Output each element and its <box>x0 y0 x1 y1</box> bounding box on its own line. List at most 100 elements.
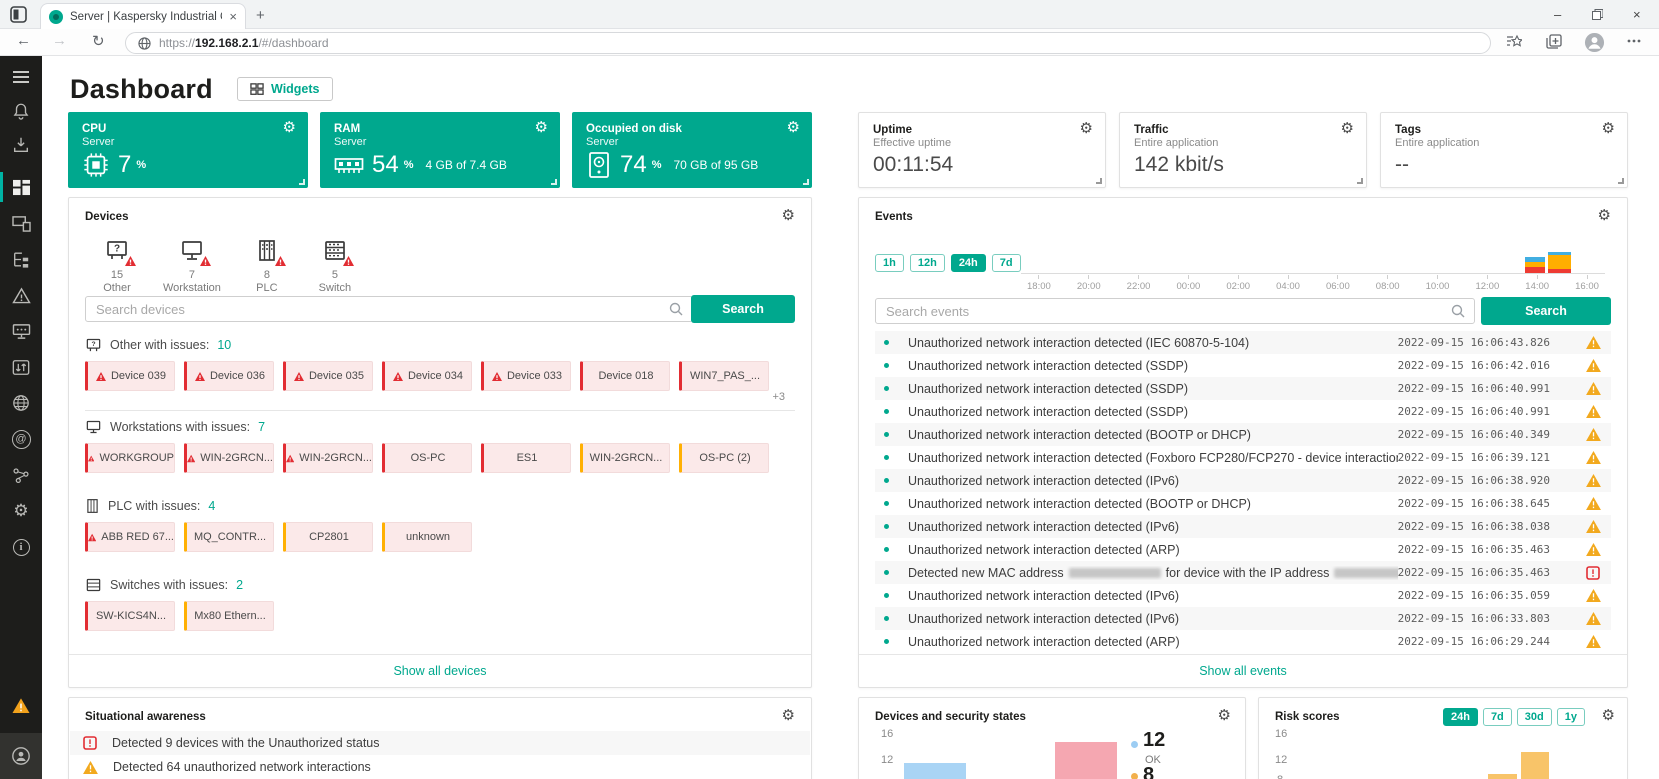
event-row[interactable]: Unauthorized network interaction detecte… <box>875 584 1611 607</box>
device-chip[interactable]: SW-KICS4N... <box>85 601 175 631</box>
gear-icon[interactable] <box>1080 121 1093 136</box>
resize-handle[interactable] <box>299 179 305 185</box>
notifications-bell-icon[interactable] <box>0 96 42 126</box>
filter-1h-button[interactable]: 1h <box>875 254 904 272</box>
resize-handle[interactable] <box>551 179 557 185</box>
device-chip[interactable]: ES1 <box>481 443 571 473</box>
event-row[interactable]: Unauthorized network interaction detecte… <box>875 377 1611 400</box>
situational-row[interactable]: Detected 64 unauthorized network interac… <box>70 755 810 779</box>
gear-icon[interactable] <box>283 120 296 135</box>
device-chip[interactable]: MQ_CONTR... <box>184 522 274 552</box>
favorites-icon[interactable] <box>1506 34 1524 53</box>
device-chip[interactable]: Device 036 <box>184 361 274 391</box>
widgets-button[interactable]: Widgets <box>237 77 333 101</box>
window-minimize-button[interactable]: – <box>1554 7 1562 22</box>
filter-24h-button[interactable]: 24h <box>1442 708 1478 726</box>
resize-handle[interactable] <box>803 179 809 185</box>
browser-menu-icon[interactable] <box>1626 34 1642 52</box>
sidebar-item-web-globe-icon[interactable] <box>0 388 42 418</box>
event-row[interactable]: Unauthorized network interaction detecte… <box>875 630 1611 653</box>
show-all-events-link[interactable]: Show all events <box>1199 664 1287 678</box>
filter-7d-button[interactable]: 7d <box>1482 708 1512 726</box>
device-chip[interactable]: Device 034 <box>382 361 472 391</box>
event-row[interactable]: Unauthorized network interaction detecte… <box>875 354 1611 377</box>
resize-handle[interactable] <box>1357 178 1363 184</box>
gear-icon[interactable] <box>1602 121 1615 136</box>
show-all-devices-link[interactable]: Show all devices <box>393 664 487 678</box>
filter-24h-button[interactable]: 24h <box>950 254 986 272</box>
device-chip[interactable]: OS-PC <box>382 443 472 473</box>
sidebar-item-asset-tree[interactable] <box>0 244 42 274</box>
sidebar-item-topology-icon[interactable] <box>0 460 42 490</box>
event-row[interactable]: Unauthorized network interaction detecte… <box>875 423 1611 446</box>
browser-tab[interactable]: Server | Kaspersky Industrial Cyb × <box>40 3 246 29</box>
gear-icon[interactable] <box>787 120 800 135</box>
resize-handle[interactable] <box>1618 178 1624 184</box>
device-chip[interactable]: OS-PC (2) <box>679 443 769 473</box>
refresh-icon[interactable]: ↻ <box>92 33 105 50</box>
downloads-icon[interactable] <box>0 130 42 160</box>
gear-icon[interactable] <box>535 120 548 135</box>
events-timeline[interactable]: 18:00 20:00 22:00 00:00 02:00 04:00 06:00 08… <box>1021 252 1605 292</box>
event-row[interactable]: Unauthorized network interaction detecte… <box>875 446 1611 469</box>
menu-icon[interactable] <box>0 62 42 92</box>
chart-bar[interactable] <box>1488 774 1517 779</box>
events-search-button[interactable]: Search <box>1481 297 1611 325</box>
back-icon[interactable]: ← <box>16 32 31 49</box>
sidebar-item-traffic[interactable] <box>0 352 42 382</box>
devices-search-button[interactable]: Search <box>691 295 795 323</box>
sidebar-item-connections-icon[interactable]: @ <box>0 424 42 454</box>
device-chip[interactable]: CP2801 <box>283 522 373 552</box>
gear-icon[interactable] <box>1602 708 1615 723</box>
filter-1y-button[interactable]: 1y <box>1556 708 1585 726</box>
sidebar-item-dashboard[interactable] <box>0 172 42 202</box>
device-type-stat-other[interactable]: ? 15 Other <box>95 238 139 294</box>
event-row[interactable]: Unauthorized network interaction detecte… <box>875 538 1611 561</box>
resize-handle[interactable] <box>1096 178 1102 184</box>
event-row[interactable]: Unauthorized network interaction detecte… <box>875 400 1611 423</box>
forward-icon[interactable]: → <box>52 32 67 49</box>
device-type-stat-workstation[interactable]: 7 Workstation <box>163 238 221 294</box>
sidebar-item-monitoring[interactable] <box>0 316 42 346</box>
event-row[interactable]: Unauthorized network interaction detecte… <box>875 331 1611 354</box>
filter-7d-button[interactable]: 7d <box>991 254 1021 272</box>
window-restore-button[interactable] <box>1592 8 1604 23</box>
device-chip[interactable]: ABB RED 67... <box>85 522 175 552</box>
device-chip[interactable]: WORKGROUP <box>85 443 175 473</box>
gear-icon[interactable] <box>1341 121 1354 136</box>
filter-30d-button[interactable]: 30d <box>1516 708 1552 726</box>
device-chip[interactable]: WIN-2GRCN... <box>283 443 373 473</box>
filter-12h-button[interactable]: 12h <box>909 254 945 272</box>
gear-icon[interactable] <box>1598 208 1611 223</box>
event-row[interactable]: Unauthorized network interaction detecte… <box>875 492 1611 515</box>
event-row[interactable]: Detected new MAC address for device with … <box>875 561 1611 584</box>
sidebar-item-alerts-triangle-icon[interactable] <box>0 280 42 310</box>
device-chip[interactable]: Device 018 <box>580 361 670 391</box>
situational-row[interactable]: Detected 9 devices with the Unauthorized… <box>70 731 810 755</box>
sidebar-item-settings-gear-icon[interactable]: ⚙ <box>13 501 29 520</box>
chip-overflow-count[interactable]: +3 <box>772 391 785 403</box>
sidebar-item-about-info-icon[interactable]: i <box>0 532 42 562</box>
gear-icon[interactable] <box>782 208 795 223</box>
events-search-input[interactable] <box>875 298 1475 324</box>
device-chip[interactable]: unknown <box>382 522 472 552</box>
event-row[interactable]: Unauthorized network interaction detecte… <box>875 469 1611 492</box>
device-chip[interactable]: Device 033 <box>481 361 571 391</box>
gear-icon[interactable] <box>1218 708 1231 723</box>
sidebar-item-devices[interactable] <box>0 208 42 238</box>
address-bar[interactable]: https://192.168.2.1/#/dashboard <box>125 32 1491 54</box>
new-tab-button[interactable]: + <box>256 7 265 24</box>
event-row[interactable]: Unauthorized network interaction detecte… <box>875 515 1611 538</box>
chart-bar-ok[interactable] <box>904 763 966 779</box>
chart-bar[interactable] <box>1521 752 1549 779</box>
event-row[interactable]: Unauthorized network interaction detecte… <box>875 607 1611 630</box>
device-chip[interactable]: WIN-2GRCN... <box>184 443 274 473</box>
device-chip[interactable]: Mx80 Ethern... <box>184 601 274 631</box>
device-chip[interactable]: Device 039 <box>85 361 175 391</box>
collections-icon[interactable] <box>1546 34 1563 54</box>
profile-avatar[interactable] <box>1584 32 1605 57</box>
tab-actions-icon[interactable] <box>10 6 27 28</box>
device-chip[interactable]: WIN-2GRCN... <box>580 443 670 473</box>
device-type-stat-switch[interactable]: 5 Switch <box>313 238 357 294</box>
device-chip[interactable]: WIN7_PAS_... <box>679 361 769 391</box>
